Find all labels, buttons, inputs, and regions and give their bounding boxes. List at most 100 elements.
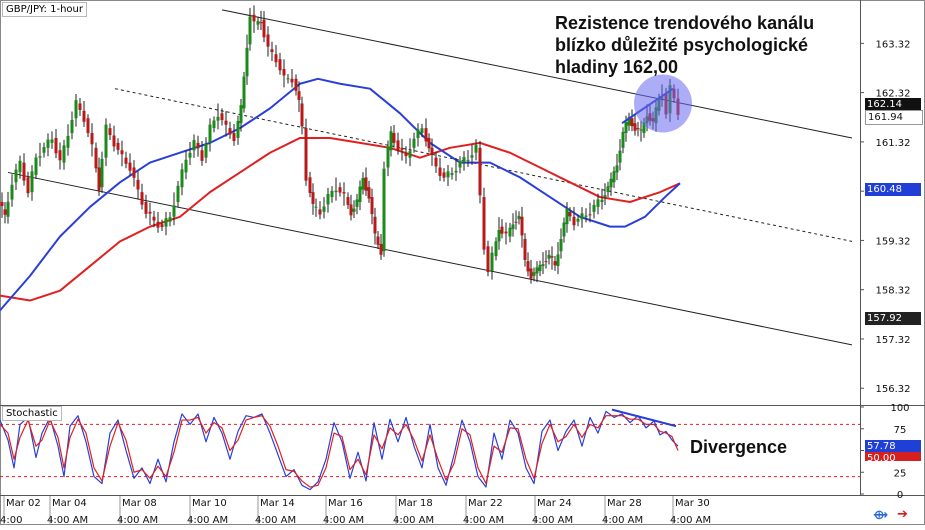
candle-body — [358, 186, 362, 202]
candle-body — [633, 123, 637, 131]
candle-body — [538, 265, 542, 271]
candle-body — [466, 159, 470, 161]
candle-body — [300, 103, 304, 127]
candle-body — [136, 179, 140, 190]
day-label-mar-04: Mar 04 — [52, 498, 87, 509]
candle-body — [603, 195, 607, 198]
candle-body — [120, 150, 124, 155]
candle-body — [520, 216, 524, 236]
candle-body — [42, 147, 46, 153]
candle-body — [318, 209, 322, 215]
stoch-series-1 — [0, 410, 679, 491]
candle-body — [639, 129, 643, 131]
candle-body — [164, 218, 168, 227]
candle-body — [568, 211, 572, 217]
candle-body — [112, 135, 116, 147]
candle-body — [584, 215, 588, 217]
day-label-mar-22: Mar 22 — [468, 498, 503, 509]
candle-body — [30, 171, 34, 193]
candle-body — [297, 91, 301, 100]
stoch-label-50-00: 50.00 — [865, 452, 921, 461]
candle-body — [10, 184, 14, 200]
day-label-mar-18: Mar 18 — [398, 498, 433, 509]
candle-body — [86, 118, 90, 134]
candle-body — [627, 117, 631, 126]
candle-body — [596, 199, 600, 207]
candle-body — [90, 133, 94, 145]
candle-body — [624, 122, 628, 134]
candle-body — [270, 49, 274, 53]
candle-body — [6, 201, 10, 217]
candle-body — [379, 243, 383, 255]
candle-body — [504, 231, 508, 234]
candle-body — [304, 128, 308, 181]
candle-body — [478, 147, 482, 196]
time-label: 4:00 AM — [187, 515, 228, 525]
candle-body — [630, 118, 634, 127]
candle-body — [152, 216, 156, 221]
candle-body — [588, 214, 592, 216]
candle-body — [412, 138, 416, 148]
candle-body — [290, 78, 294, 83]
candle-body — [553, 261, 557, 266]
candle-body — [116, 142, 120, 150]
candle-body — [100, 158, 104, 188]
candle-body — [278, 59, 282, 71]
candle-body — [148, 211, 152, 214]
candle-body — [458, 161, 462, 168]
candle-body — [396, 140, 400, 151]
candle-body — [364, 177, 368, 191]
forward-arrow-icon[interactable]: ➔ — [897, 507, 908, 522]
candle-body — [70, 119, 74, 134]
candle-body — [352, 208, 356, 212]
candle-body — [274, 54, 278, 63]
day-label-mar-24: Mar 24 — [537, 498, 572, 509]
candle-body — [355, 199, 359, 207]
candle-body — [74, 100, 78, 119]
candle-body — [600, 199, 604, 202]
candle-body — [286, 78, 290, 80]
candle-body — [404, 152, 408, 157]
day-label-mar-30: Mar 30 — [675, 498, 710, 509]
candle-body — [562, 222, 566, 237]
day-label-mar-08: Mar 08 — [122, 498, 157, 509]
candle-body — [188, 152, 192, 158]
candle-body — [22, 162, 26, 181]
stoch-label-57-78: 57.78 — [865, 440, 921, 453]
candle-body — [176, 185, 180, 202]
candle-body — [565, 208, 569, 225]
candle-body — [470, 155, 474, 158]
candle-body — [450, 173, 454, 175]
time-label: 4:00 AM — [393, 515, 434, 525]
link-icon[interactable]: ⟴ — [873, 508, 889, 523]
candle-body — [486, 246, 490, 272]
candle-body — [308, 177, 312, 194]
candle-body — [220, 113, 224, 121]
candle-body — [427, 137, 431, 149]
candle-body — [326, 193, 330, 205]
candle-body — [50, 139, 54, 143]
candle-body — [160, 224, 164, 227]
candle-body — [18, 160, 22, 173]
time-label: 4:00 AM — [117, 515, 158, 525]
candle-body — [438, 167, 442, 176]
candle-body — [252, 14, 256, 22]
candle-body — [361, 178, 365, 190]
stoch-series-2 — [0, 415, 679, 488]
price-tick-157-32: 157.32 — [876, 335, 911, 346]
candle-body — [367, 187, 371, 199]
candle-body — [416, 129, 420, 138]
candle-body — [94, 147, 98, 169]
candle-body — [0, 202, 4, 207]
time-label: 4:00 AM — [255, 515, 296, 525]
candle-body — [168, 217, 172, 222]
annotation-resistance: Rezistence trendového kanálu blízko důle… — [555, 13, 815, 77]
candle-body — [156, 221, 160, 228]
candle-body — [550, 256, 554, 258]
time-label: 4:00 AM — [532, 515, 573, 525]
time-label: 4:00 — [0, 515, 22, 525]
candle-body — [544, 261, 548, 263]
candle-body — [294, 78, 298, 91]
